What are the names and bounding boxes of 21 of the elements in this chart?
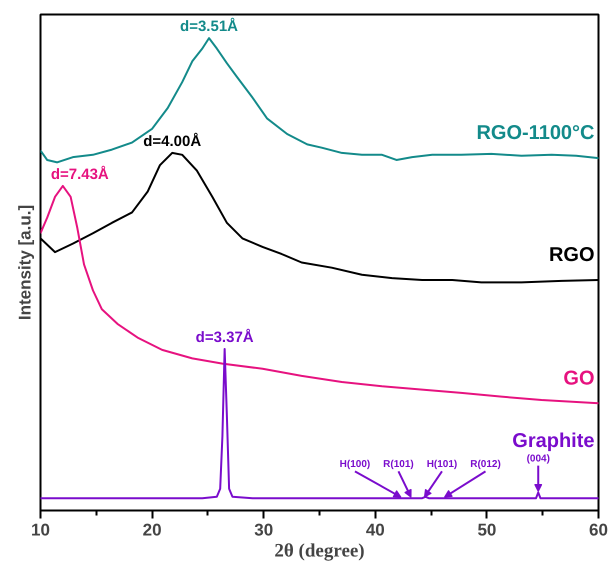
- annotation: d=7.43Å: [50, 164, 109, 183]
- y-axis-title: Intensity [a.u.]: [16, 204, 34, 320]
- x-axis-title: 2θ (degree): [274, 540, 365, 562]
- x-tick-label: 30: [254, 520, 274, 540]
- series-label: GO: [563, 367, 595, 390]
- x-tick-label: 60: [589, 520, 608, 540]
- annotation: d=3.37Å: [196, 328, 254, 346]
- x-tick-label: 20: [142, 520, 162, 540]
- x-tick-label: 10: [31, 520, 50, 540]
- annotation: H(101): [426, 459, 458, 470]
- annotation: d=4.00Å: [143, 132, 202, 150]
- x-tick-label: 50: [477, 520, 496, 540]
- text: Graphite: [512, 430, 595, 452]
- annotation: R(101): [383, 459, 414, 470]
- annotation: d=3.51Å: [180, 17, 238, 36]
- series-label: RGO-1100°C: [476, 122, 594, 144]
- x-tick-label: 40: [366, 520, 385, 540]
- annotation: (004): [526, 454, 550, 465]
- series-label: RGO: [548, 244, 595, 266]
- annotation: H(100): [340, 459, 370, 470]
- annotation: R(012): [470, 459, 501, 470]
